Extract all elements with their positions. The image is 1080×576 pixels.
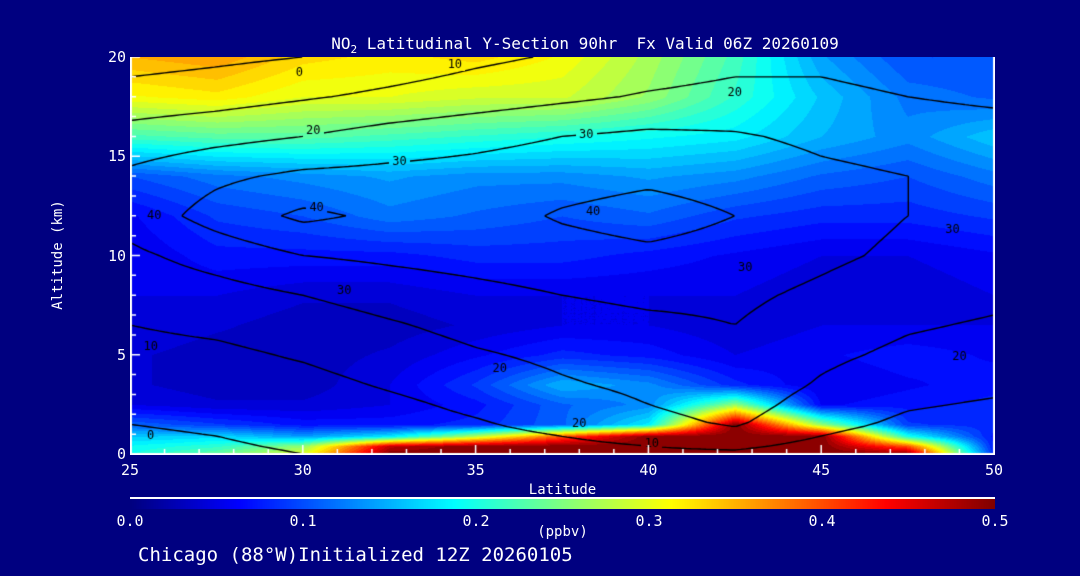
colorbar-tick-label: 0.5 <box>981 512 1009 530</box>
x-axis-label: Latitude <box>528 482 597 498</box>
colorbar <box>130 499 995 509</box>
colorbar-top-rule <box>130 497 995 499</box>
colorbar-tick-label: 0.0 <box>116 512 144 530</box>
plot-area <box>130 57 995 455</box>
chart-title-rest: Latitudinal Y-Section 90hr Fx Valid 06Z … <box>357 34 839 53</box>
colorbar-tick-label: 0.3 <box>635 512 663 530</box>
chart-title-prefix: NO <box>331 34 351 53</box>
footer-annotation: Chicago (88°W)Initialized 12Z 20260105 <box>138 544 573 566</box>
y-tick-label: 0 <box>116 445 126 463</box>
y-tick-label: 10 <box>107 246 126 265</box>
x-tick-label: 35 <box>466 461 485 479</box>
chart-title-subscript: 2 <box>350 43 358 57</box>
colorbar-canvas <box>130 499 995 509</box>
colorbar-tick-label: 0.1 <box>289 512 317 530</box>
x-tick-label: 50 <box>984 461 1004 479</box>
contour-heatmap-canvas <box>130 57 995 455</box>
colorbar-tick-label: 0.2 <box>462 512 490 530</box>
x-tick-label: 30 <box>293 461 312 479</box>
colorbar-units-label: (ppbv) <box>537 524 588 540</box>
x-tick-label: 40 <box>639 461 658 479</box>
y-tick-label: 5 <box>116 345 126 364</box>
chart-title: NO2 Latitudinal Y-Section 90hr Fx Valid … <box>130 34 1040 56</box>
y-tick-label: 20 <box>107 48 126 66</box>
x-tick-label: 45 <box>812 461 831 479</box>
y-tick-label: 15 <box>107 147 126 166</box>
y-axis-label: Altitude (km) <box>50 200 66 310</box>
colorbar-tick-label: 0.4 <box>808 512 836 530</box>
x-tick-label: 25 <box>120 461 140 479</box>
